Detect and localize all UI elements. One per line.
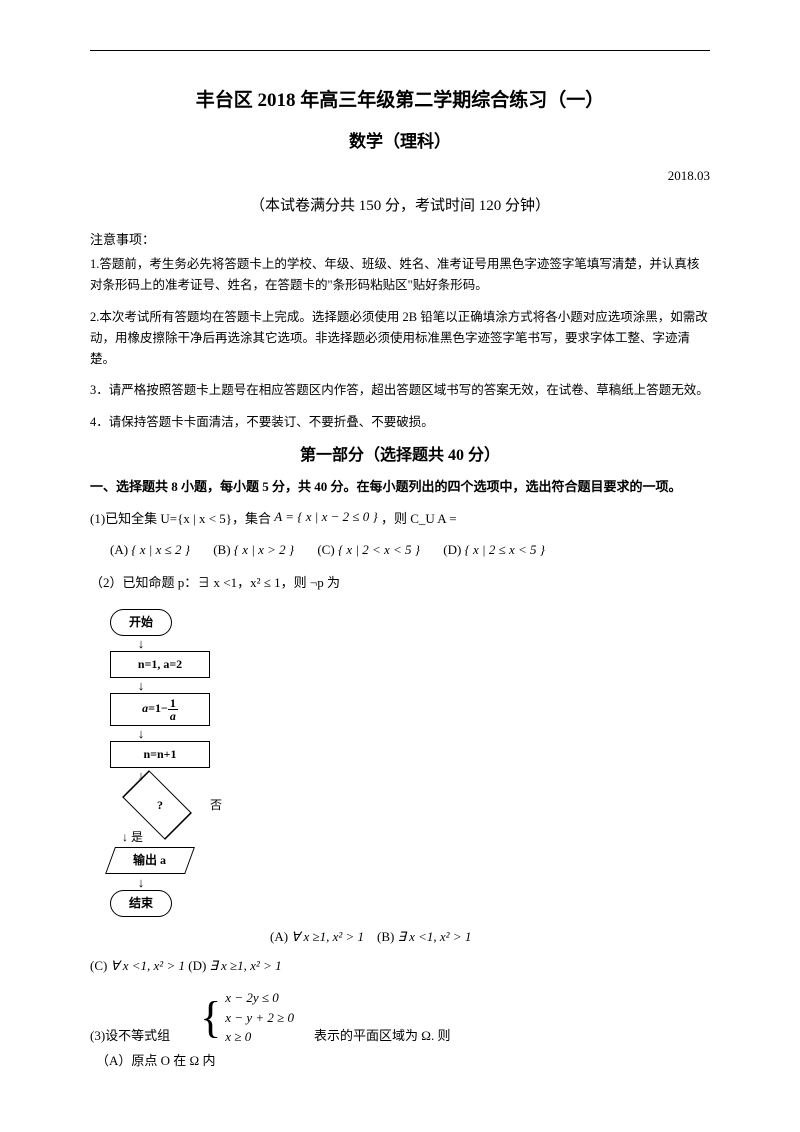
q2-optA: ∀ x ≥1, x² > 1	[291, 929, 364, 944]
q1-options: (A) { x | x ≤ 2 } (B) { x | x > 2 } (C) …	[110, 540, 710, 561]
top-divider	[90, 50, 710, 51]
q3-prefix: (3)设不等式组	[90, 1026, 170, 1047]
q3-system: { x − 2y ≤ 0 x − y + 2 ≥ 0 x ≥ 0	[200, 988, 294, 1047]
fc-output-text: 输出 a	[133, 851, 166, 870]
brace-icon: {	[200, 1000, 221, 1035]
fc-decision-text: ?	[110, 796, 210, 815]
part1-instruction: 一、选择题共 8 小题，每小题 5 分，共 40 分。在每小题列出的四个选项中，…	[90, 477, 710, 498]
note-3: 3．请严格按照答题卡上题号在相应答题区内作答，超出答题区域书写的答案无效，在试卷…	[90, 380, 710, 401]
q2-optB: ∃ x <1, x² > 1	[398, 929, 472, 944]
fc-step1: n=1, a=2	[110, 651, 210, 678]
q1-optA: { x | x ≤ 2 }	[131, 542, 190, 557]
q3-line1: x − 2y ≤ 0	[225, 988, 294, 1008]
question-1: (1)已知全集 U={x | x < 5}，集合 A = { x | x − 2…	[90, 509, 710, 530]
q2-optA-label: (A)	[270, 929, 288, 944]
exam-subtitle: （本试卷满分共 150 分，考试时间 120 分钟）	[90, 194, 710, 218]
q1-optA-label: (A)	[110, 542, 128, 557]
q1-optD: { x | 2 ≤ x < 5 }	[465, 542, 545, 557]
q1-optB-label: (B)	[213, 542, 230, 557]
page-title: 丰台区 2018 年高三年级第二学期综合练习（一）	[90, 86, 710, 116]
fc-start: 开始	[110, 609, 172, 636]
fc-arrow-icon: ↓	[110, 876, 172, 889]
q2-optC-label: (C)	[90, 958, 107, 973]
q2-optB-label: (B)	[377, 929, 394, 944]
q2-optD-label: (D)	[188, 958, 206, 973]
question-2: （2）已知命题 p：∃ x <1，x² ≤ 1，则 ¬p 为	[90, 573, 710, 594]
q2-options-row2: (C) ∀ x <1, x² > 1 (D) ∃ x ≥1, x² > 1	[90, 956, 710, 977]
q3-suffix: 表示的平面区域为 Ω. 则	[314, 1026, 450, 1047]
exam-date: 2018.03	[90, 166, 710, 187]
q3-line2: x − y + 2 ≥ 0	[225, 1008, 294, 1028]
note-4: 4．请保持答题卡卡面清洁，不要装订、不要折叠、不要破损。	[90, 412, 710, 433]
q2-stem: （2）已知命题 p：∃ x <1，x² ≤ 1，则 ¬p 为	[90, 575, 340, 590]
fc-step2: a=1−1a	[110, 693, 210, 726]
q1-optB: { x | x > 2 }	[234, 542, 294, 557]
question-3: (3)设不等式组 { x − 2y ≤ 0 x − y + 2 ≥ 0 x ≥ …	[90, 988, 710, 1071]
fc-no-label: 否	[210, 796, 222, 815]
q3-line3: x ≥ 0	[225, 1027, 294, 1047]
q2-optC: ∀ x <1, x² > 1	[111, 958, 185, 973]
q1-optC: { x | 2 < x < 5 }	[338, 542, 420, 557]
notes-heading: 注意事项：	[90, 230, 710, 251]
q1-stem-prefix: (1)已知全集 U={x | x < 5}，集合	[90, 511, 271, 526]
fc-yes-text: 是	[131, 830, 143, 844]
subject-title: 数学（理科）	[90, 128, 710, 155]
fc-arrow-icon: ↓	[110, 637, 172, 650]
fc-arrow-icon: ↓	[110, 679, 172, 692]
q2-optD: ∃ x ≥1, x² > 1	[210, 958, 282, 973]
q1-optD-label: (D)	[443, 542, 461, 557]
q2-options-row1: (A) ∀ x ≥1, x² > 1 (B) ∃ x <1, x² > 1	[270, 927, 710, 948]
fc-yes-label: ↓ 是	[122, 828, 710, 847]
fc-decision: ? 否	[110, 784, 220, 826]
q1-optC-label: (C)	[317, 542, 334, 557]
note-1: 1.答题前，考生务必先将答题卡上的学校、年级、班级、姓名、准考证号用黑色字迹签字…	[90, 254, 710, 297]
fc-output: 输出 a	[105, 847, 195, 874]
q3-optA: （A）原点 O 在 Ω 内	[96, 1051, 710, 1072]
q1-stem-suffix: ，则 C_U A =	[381, 511, 457, 526]
note-2: 2.本次考试所有答题均在答题卡上完成。选择题必须使用 2B 铅笔以正确填涂方式将…	[90, 307, 710, 371]
part1-heading: 第一部分（选择题共 40 分）	[90, 443, 710, 469]
q1-set-a: A = { x | x − 2 ≤ 0 }	[274, 509, 377, 524]
fc-end: 结束	[110, 890, 172, 917]
fc-arrow-icon: ↓	[110, 727, 172, 740]
flowchart: 开始 ↓ n=1, a=2 ↓ a=1−1a ↓ n=n+1 ↓ ? 否 ↓ 是…	[110, 609, 710, 917]
fc-step3: n=n+1	[110, 741, 210, 768]
